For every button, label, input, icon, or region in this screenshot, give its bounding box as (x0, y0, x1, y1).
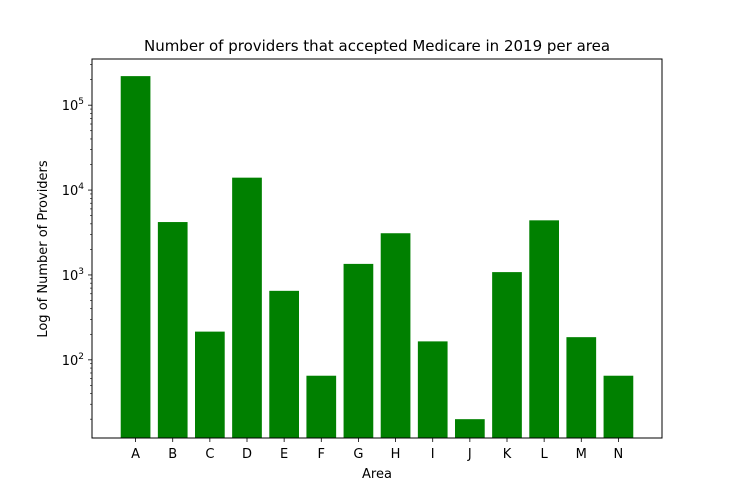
y-tick-label: 104 (62, 182, 85, 199)
y-tick-label: 102 (62, 352, 84, 369)
y-tick-base: 10 (62, 99, 79, 114)
y-tick-label: 105 (62, 97, 84, 114)
bar-m (566, 337, 597, 438)
bar-a (120, 76, 151, 439)
x-tick-label: B (168, 447, 177, 462)
x-tick-label: E (280, 447, 288, 462)
bar-e (269, 290, 299, 438)
x-tick-label: C (205, 447, 214, 462)
y-tick-base: 10 (62, 184, 79, 199)
y-tick-base: 10 (62, 269, 79, 284)
y-tick-exponent: 3 (78, 267, 84, 277)
bar-d (232, 177, 262, 438)
bar-g (343, 263, 374, 438)
y-tick-exponent: 2 (78, 352, 84, 362)
bar-h (380, 233, 411, 438)
bar-b (157, 222, 188, 438)
bar-l (529, 220, 559, 438)
x-tick-label: K (503, 447, 512, 462)
plot-frame (91, 58, 663, 439)
x-tick-label: H (391, 447, 401, 462)
bars-group (120, 76, 634, 439)
bar-c (195, 331, 225, 438)
x-tick-label: F (318, 447, 325, 462)
y-tick-label: 103 (62, 267, 84, 284)
bar-i (417, 341, 448, 438)
bar-k (492, 272, 522, 438)
y-axis-label: Log of Number of Providers (36, 160, 51, 338)
y-tick-base: 10 (62, 354, 79, 369)
x-ticks-group: A B C D E F G H I J K L M N (131, 438, 623, 462)
x-tick-label: J (467, 447, 472, 462)
x-tick-label: N (614, 447, 624, 462)
x-tick-label: L (541, 447, 549, 462)
x-axis-label: Area (362, 467, 392, 482)
y-tick-exponent: 5 (78, 97, 84, 107)
bar-j (455, 419, 485, 438)
x-tick-label: D (242, 447, 252, 462)
x-tick-label: A (131, 447, 140, 462)
x-tick-label: G (353, 447, 363, 462)
bar-f (306, 375, 337, 438)
y-tick-exponent: 4 (78, 182, 84, 192)
x-tick-label: M (576, 447, 587, 462)
bar-n (603, 375, 634, 438)
chart-title: Number of providers that accepted Medica… (144, 37, 610, 55)
x-tick-label: I (431, 447, 435, 462)
